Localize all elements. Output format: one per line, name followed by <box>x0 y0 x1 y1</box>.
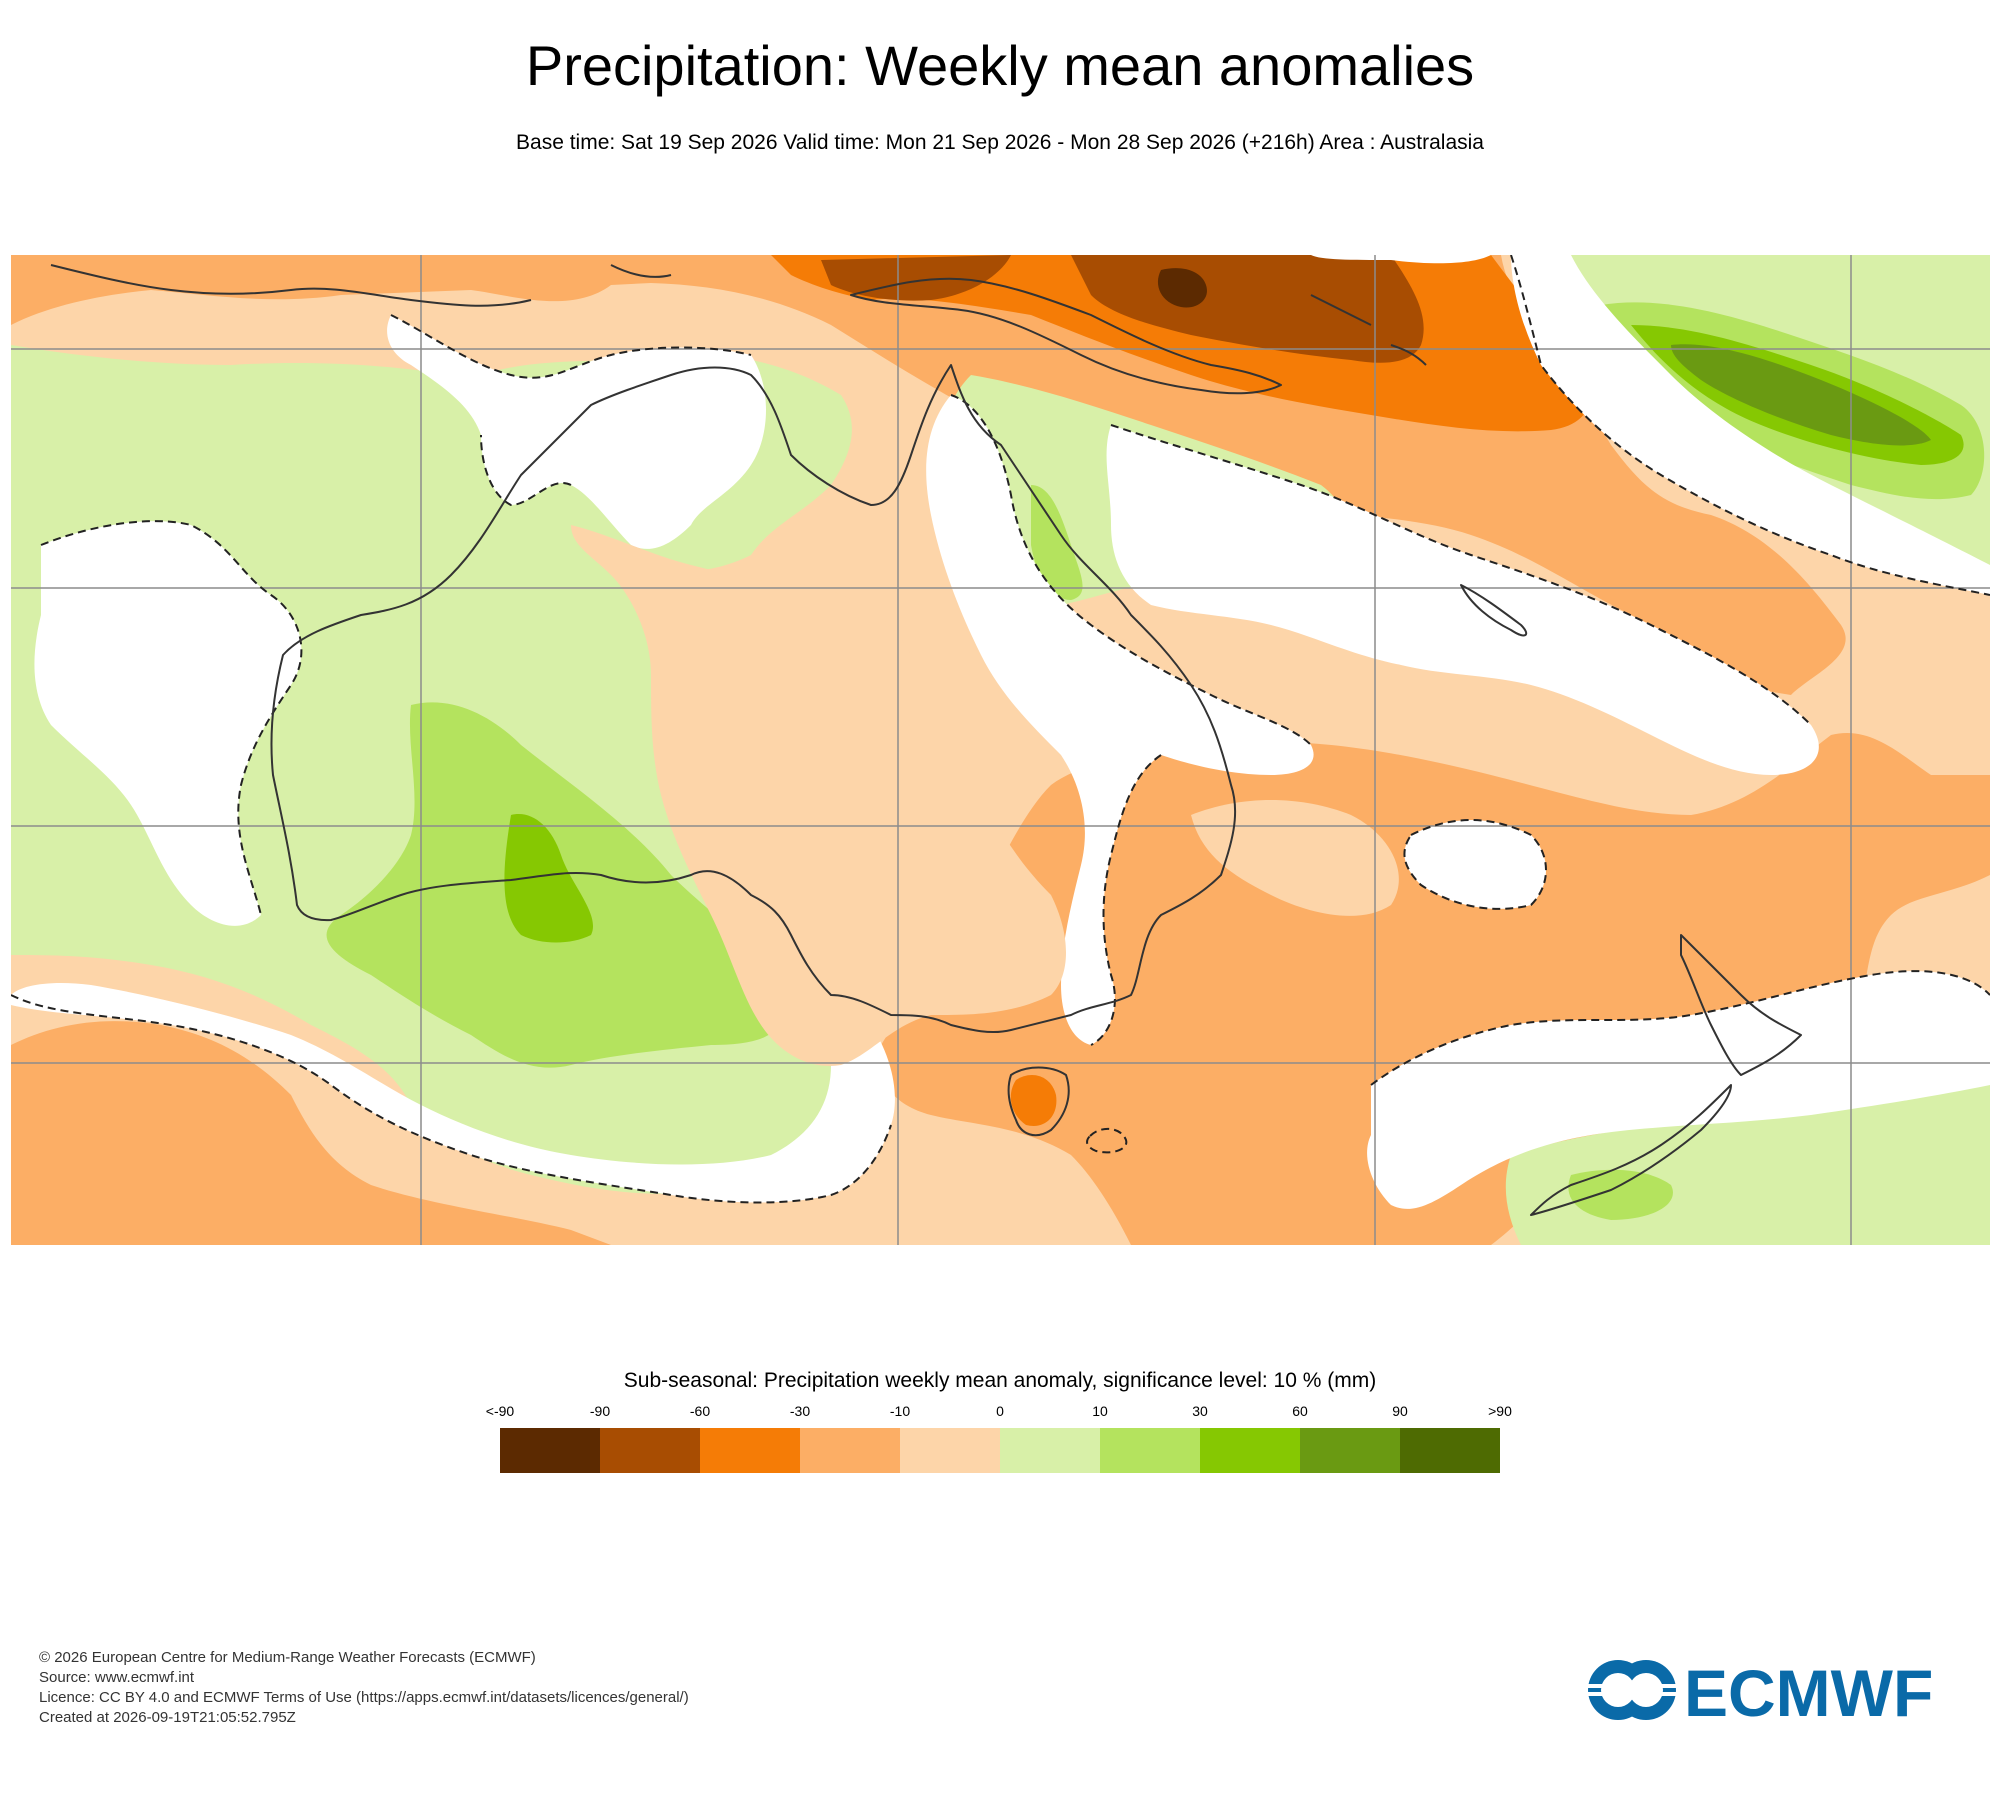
legend-colorbar <box>500 1428 1500 1473</box>
legend-tick: -90 <box>589 1403 611 1419</box>
source-text: Source: www.ecmwf.int <box>39 1669 195 1686</box>
solomon-islands-coast <box>1310 294 1427 366</box>
anomaly-map <box>11 255 1990 1245</box>
chart-subtitle: Base time: Sat 19 Sep 2026 Valid time: M… <box>516 131 1484 154</box>
australia-coast <box>270 364 1237 1034</box>
coastlines <box>50 264 1802 1216</box>
legend-swatch <box>1400 1428 1500 1473</box>
new-guinea-coast <box>850 277 1282 395</box>
dry-zone-extreme <box>1157 268 1207 308</box>
dry-zone-very-strong-west <box>821 255 1011 301</box>
ecmwf-logo-text: ECMWF <box>1684 1656 1933 1725</box>
ecmwf-logo: ECMWF <box>1588 1656 1933 1725</box>
legend-swatch <box>800 1428 900 1473</box>
dry-zone-tasman-east <box>1191 800 1399 916</box>
legend-tick: -30 <box>789 1403 811 1419</box>
graticule <box>11 255 1990 1245</box>
indonesia-coast <box>50 264 672 307</box>
legend-swatch <box>900 1428 1000 1473</box>
footer: © 2026 European Centre for Medium-Range … <box>39 1648 689 1728</box>
dry-zone-central-australia <box>571 525 1066 1066</box>
tasmania-coast <box>1007 1066 1070 1137</box>
legend-swatch <box>700 1428 800 1473</box>
legend-tick: 0 <box>996 1403 1004 1419</box>
insignificant-band-east-south <box>1404 820 1546 909</box>
legend-swatch <box>1200 1428 1300 1473</box>
wet-zone-moderate-nz <box>1568 1169 1673 1220</box>
chart-title: Precipitation: Weekly mean anomalies <box>525 34 1475 97</box>
new-caledonia-coast <box>1460 584 1528 637</box>
wet-zone-strong-west <box>504 814 594 943</box>
legend-tick: 60 <box>1292 1403 1308 1419</box>
legend-swatch <box>1300 1428 1400 1473</box>
legend-tick: -10 <box>889 1403 911 1419</box>
insignificant-band-corner <box>1311 255 1491 264</box>
nz-north-coast <box>1680 934 1802 1076</box>
legend-tick: 90 <box>1392 1403 1408 1419</box>
insignificant-band-pacific-east <box>1511 255 1990 595</box>
created-text: Created at 2026-09-19T21:05:52.795Z <box>39 1709 296 1726</box>
legend-ticks: <-90 -90 -60 -30 -10 0 10 30 60 90 >90 <box>0 1402 2000 1422</box>
dry-zone-tasmania <box>1010 1075 1057 1126</box>
wet-zone-very-strong-pacific <box>1671 344 1931 446</box>
wet-zone-moderate-queensland <box>1031 485 1083 600</box>
legend-tick: -60 <box>689 1403 711 1419</box>
copyright-text: © 2026 European Centre for Medium-Range … <box>39 1649 536 1666</box>
legend-swatch <box>1000 1428 1100 1473</box>
dry-zone-tasman <box>878 733 1990 1245</box>
insignificant-band-north <box>387 315 766 549</box>
legend-title: Sub-seasonal: Precipitation weekly mean … <box>623 1369 1377 1392</box>
legend-tick: 10 <box>1092 1403 1108 1419</box>
insignificant-band-nz <box>1367 971 1990 1209</box>
legend-tick: >90 <box>1488 1403 1512 1419</box>
insignificant-band-tasman-north <box>1106 425 1819 775</box>
legend-swatch <box>1100 1428 1200 1473</box>
legend-tick: <-90 <box>485 1403 515 1419</box>
legend-tick: 30 <box>1192 1403 1208 1419</box>
legend-swatch <box>500 1428 600 1473</box>
legend-swatch <box>600 1428 700 1473</box>
dry-zone-southwest <box>11 1021 611 1245</box>
licence-text: Licence: CC BY 4.0 and ECMWF Terms of Us… <box>39 1689 689 1706</box>
insignificant-band-east-coast <box>926 395 1314 1045</box>
significance-contours <box>11 255 1990 1204</box>
nz-south-coast <box>1530 1084 1732 1216</box>
insignificant-band-west <box>34 521 302 926</box>
